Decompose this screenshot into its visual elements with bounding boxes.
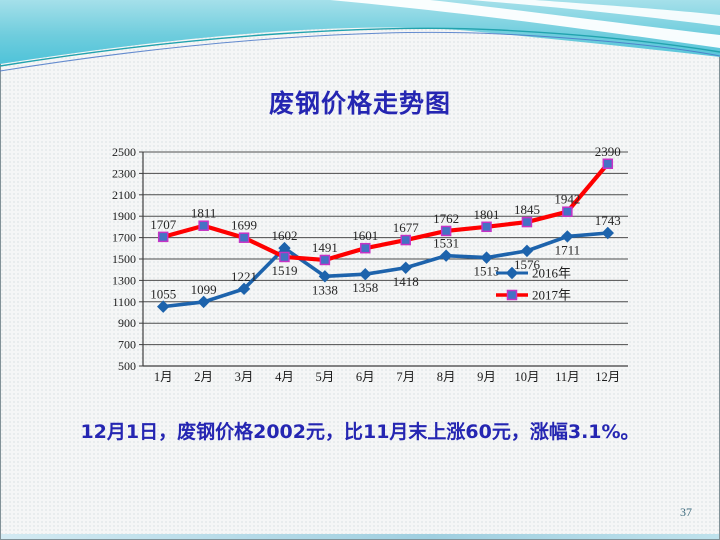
header-wave-decoration [0, 0, 720, 72]
data-label: 1677 [393, 220, 420, 235]
y-axis-tick-label: 1900 [112, 209, 136, 223]
x-axis-tick-label: 1月 [154, 370, 173, 384]
x-axis-tick-label: 8月 [437, 370, 456, 384]
x-axis-labels: 1月 2月 3月 4月 5月 6月 7月 8月 9月 10月 11月 12月 [154, 370, 620, 384]
series-2017年: 1707 1811 1699 1519 1491 1601 1677 1762 1801 1845… [150, 144, 621, 278]
wave-white-streak-2 [470, 0, 720, 26]
data-label: 1491 [312, 240, 338, 255]
footer-bar-decoration [1, 534, 719, 539]
x-axis-tick-label: 12月 [595, 370, 620, 384]
data-label: 1513 [474, 264, 500, 279]
y-axis-tick-label: 1700 [112, 231, 136, 245]
x-axis-tick-label: 3月 [235, 370, 254, 384]
data-label: 1576 [514, 257, 541, 272]
y-axis-tick-label: 500 [118, 359, 136, 373]
data-label: 1055 [150, 287, 176, 302]
wave-accent-line-blue [0, 31, 720, 72]
data-label: 1338 [312, 282, 338, 297]
legend-label: 2016年 [532, 266, 571, 281]
data-label: 1418 [393, 274, 419, 289]
x-axis-tick-label: 10月 [514, 370, 539, 384]
data-label: 1221 [231, 269, 257, 284]
x-axis-tick-label: 7月 [396, 370, 415, 384]
y-axis-tick-label: 900 [118, 316, 136, 330]
data-label: 1801 [474, 207, 500, 222]
data-label: 1099 [191, 282, 217, 297]
series-2016年: 1055 1099 1221 1602 1338 1358 1418 1531 1513 1576… [150, 213, 621, 313]
y-axis-tick-label: 1300 [112, 273, 136, 287]
x-axis-tick-label: 4月 [275, 370, 294, 384]
data-label: 1707 [150, 217, 177, 232]
data-label: 1601 [352, 228, 378, 243]
data-label: 1711 [555, 242, 581, 257]
data-label: 1531 [433, 236, 459, 251]
x-axis-tick-label: 9月 [477, 370, 496, 384]
y-axis-tick-label: 2100 [112, 188, 136, 202]
data-label: 1699 [231, 218, 257, 233]
x-axis-tick-label: 11月 [555, 370, 580, 384]
caption-text: 12月1日，废钢价格2002元，比11月末上涨60元，涨幅3.1%。 [80, 421, 640, 443]
x-axis-tick-label: 6月 [356, 370, 375, 384]
data-label: 1845 [514, 202, 540, 217]
gridlines: 500 700 900 1100 1300 1500 1700 1900 2100 2300 250… [112, 145, 628, 373]
data-label: 1942 [554, 192, 580, 207]
axes [142, 152, 628, 367]
data-label: 2390 [595, 144, 621, 159]
data-label: 1519 [271, 263, 297, 278]
y-axis-tick-label: 1100 [112, 295, 136, 309]
data-label: 1602 [271, 228, 297, 243]
y-axis-tick-label: 2300 [112, 166, 136, 180]
data-label: 1743 [595, 213, 621, 228]
y-axis-tick-label: 1500 [112, 252, 136, 266]
legend: 2016年 2017年 [496, 266, 571, 303]
slide-title: 废钢价格走势图 [268, 89, 451, 118]
page-number: 37 [680, 505, 692, 519]
wave-accent-line-teal [0, 27, 720, 67]
data-label: 1762 [433, 211, 459, 226]
x-axis-tick-label: 2月 [194, 370, 213, 384]
y-axis-tick-label: 2500 [112, 145, 136, 159]
data-label: 1358 [352, 280, 378, 295]
legend-label: 2017年 [532, 288, 571, 303]
x-axis-tick-label: 5月 [315, 370, 334, 384]
y-axis-tick-label: 700 [118, 338, 136, 352]
data-label: 1811 [191, 206, 217, 221]
